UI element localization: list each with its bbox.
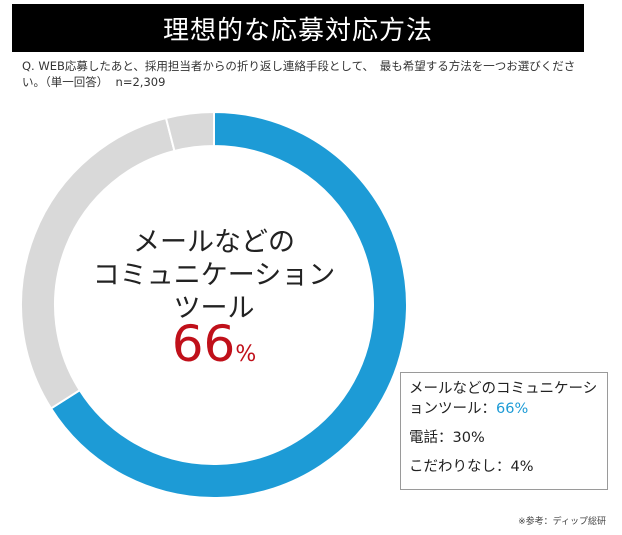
legend-item-phone: 電話：30% <box>409 430 485 446</box>
source-footnote: ※参考：ディップ総研 <box>518 517 606 527</box>
chart-title: 理想的な応募対応方法 <box>12 4 584 52</box>
legend-item-email-label: メールなどのコミュニケーションツール： <box>409 381 598 417</box>
legend: メールなどのコミュニケーションツール：66% 電話：30% こだわりなし：4% <box>400 372 608 490</box>
slice-no-preference <box>164 110 215 153</box>
center-label-line2: コミュニケーション <box>92 260 336 291</box>
center-label-line1: メールなどの <box>133 227 295 258</box>
center-value-unit: % <box>235 342 257 367</box>
center-value: 66% <box>64 316 364 383</box>
legend-item-email-value: 66% <box>496 401 529 417</box>
survey-question: Q. WEB応募したあと、採用担当者からの折り返し連絡手段として、 最も希望する… <box>22 59 576 89</box>
center-label: メールなどの コミュニケーション ツール <box>64 226 364 325</box>
legend-item-no-preference: こだわりなし：4% <box>409 459 534 475</box>
slice-email <box>49 110 408 499</box>
center-label-line3: ツール <box>173 293 255 324</box>
center-value-number: 66 <box>171 315 236 373</box>
legend-item-email: メールなどのコミュニケーションツール：66% <box>409 379 599 419</box>
